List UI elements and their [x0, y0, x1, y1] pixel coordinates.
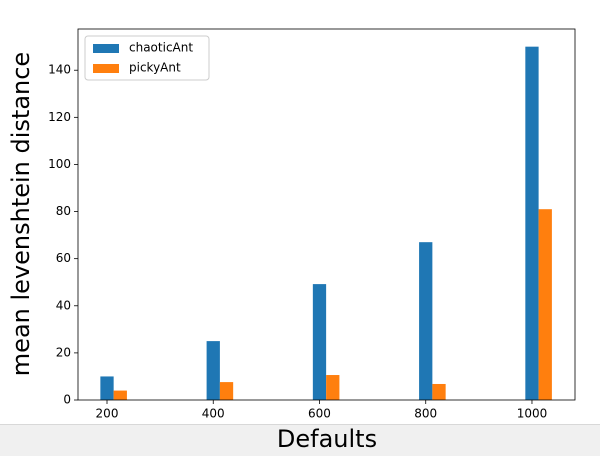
x-tick-label: 600: [308, 407, 331, 421]
y-tick-label: 60: [56, 251, 71, 265]
plot-frame: [77, 28, 576, 401]
bar: [113, 390, 127, 400]
x-axis-label: Defaults: [277, 425, 377, 453]
bar: [419, 242, 433, 400]
y-tick-label: 80: [56, 204, 71, 218]
legend-swatch: [93, 44, 119, 53]
bar: [525, 46, 539, 401]
legend-label: pickyAnt: [129, 61, 181, 75]
bar: [432, 383, 446, 400]
y-tick-label: 120: [48, 110, 71, 124]
window-strip: [0, 425, 600, 456]
bar: [100, 376, 114, 400]
bar: [312, 284, 327, 400]
y-tick-label: 0: [63, 393, 71, 407]
bar: [219, 382, 234, 400]
x-tick-label: 1000: [517, 407, 548, 421]
y-tick-label: 20: [56, 345, 71, 359]
x-tick-label: 200: [96, 407, 119, 421]
y-axis-label: mean levenshtein distance: [7, 52, 35, 376]
legend-label: chaoticAnt: [129, 41, 193, 55]
y-tick-label: 140: [48, 63, 71, 77]
bar: [326, 375, 340, 400]
x-tick-label: 400: [202, 407, 225, 421]
y-tick-label: 40: [56, 298, 71, 312]
bar: [206, 341, 220, 400]
y-tick-label: 100: [48, 157, 71, 171]
x-tick-label: 800: [414, 407, 437, 421]
legend-swatch: [93, 64, 119, 73]
bar: [538, 209, 552, 400]
window-strip-border: [0, 424, 600, 425]
